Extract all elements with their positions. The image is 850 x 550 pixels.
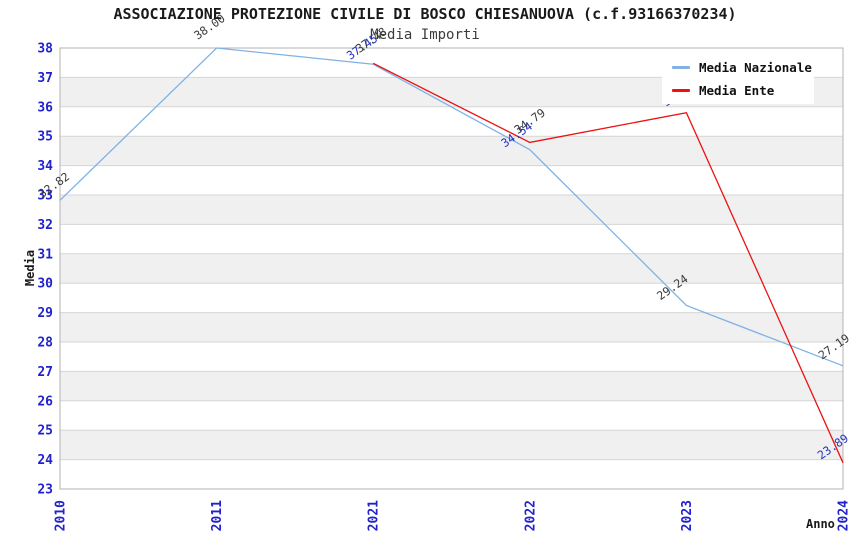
y-tick-label: 37 — [37, 71, 53, 86]
y-tick-label: 23 — [37, 483, 53, 498]
chart-subtitle: Media Importi — [370, 27, 480, 43]
chart-legend: Media Nazionale Media Ente — [662, 54, 814, 104]
x-tick-label: 2011 — [210, 500, 225, 531]
x-axis-label: Anno — [806, 517, 835, 531]
grid-band — [60, 165, 843, 195]
y-tick-label: 38 — [37, 42, 53, 57]
y-tick-label: 24 — [37, 453, 53, 468]
grid-band — [60, 459, 843, 489]
grid-band — [60, 224, 843, 254]
chart-title: ASSOCIAZIONE PROTEZIONE CIVILE DI BOSCO … — [113, 5, 737, 23]
media-nazionale-line-swatch-icon — [672, 66, 690, 69]
grid-band — [60, 106, 843, 137]
x-tick-label: 2021 — [367, 500, 382, 531]
grid-band — [60, 283, 843, 313]
series-line-media-nazionale — [59, 47, 844, 367]
media-ente-line-swatch-icon — [672, 89, 690, 92]
grid-band — [60, 136, 843, 166]
grid-band — [60, 253, 843, 284]
x-tick-label: 2022 — [523, 500, 538, 531]
y-axis-label: Media — [23, 249, 37, 287]
legend-label: Media Nazionale — [699, 60, 812, 75]
y-tick-label: 25 — [37, 424, 53, 439]
legend-item-media-nazionale: Media Nazionale — [662, 60, 814, 75]
y-tick-label: 28 — [37, 336, 53, 351]
legend-item-media-ente: Media Ente — [662, 83, 814, 98]
x-tick-label: 2024 — [837, 500, 850, 531]
y-tick-label: 27 — [37, 365, 53, 380]
x-tick-label: 2023 — [680, 500, 695, 531]
series-line-media-ente — [372, 62, 844, 464]
grid-band — [60, 371, 843, 401]
y-tick-label: 35 — [37, 130, 53, 145]
x-tick-label: 2010 — [54, 500, 69, 531]
y-tick-label: 36 — [37, 100, 53, 115]
plot-border — [59, 47, 844, 490]
grid-band — [60, 312, 843, 342]
y-tick-label: 29 — [37, 306, 53, 321]
grid-band — [60, 195, 843, 225]
grid-band — [60, 430, 843, 460]
grid-band — [60, 342, 843, 372]
y-tick-label: 30 — [37, 277, 53, 292]
grid-band — [60, 400, 843, 431]
y-tick-label: 33 — [37, 189, 53, 204]
legend-label: Media Ente — [699, 83, 775, 98]
y-tick-label: 34 — [37, 159, 53, 174]
y-tick-label: 26 — [37, 394, 53, 409]
y-tick-label: 31 — [37, 247, 53, 262]
y-tick-label: 32 — [37, 218, 53, 233]
